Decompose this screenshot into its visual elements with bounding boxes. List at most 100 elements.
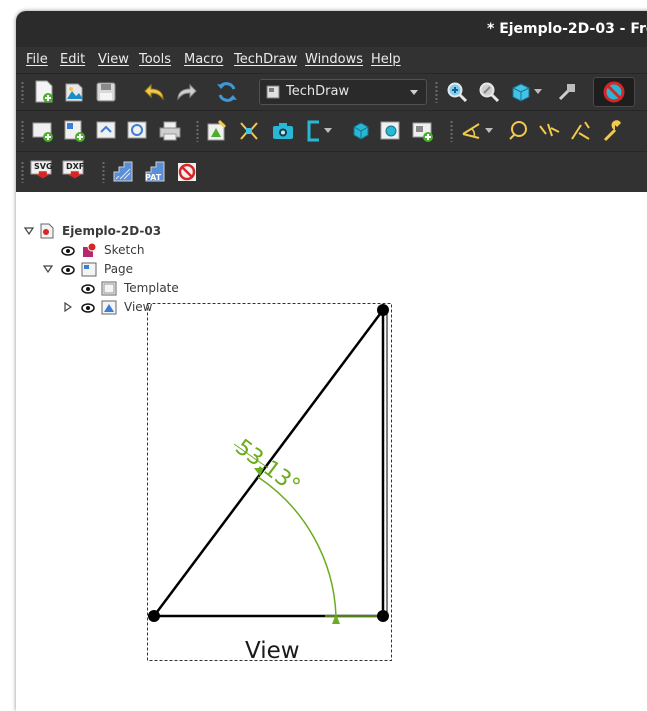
view-frame <box>147 303 392 661</box>
menu-edit[interactable]: Edit <box>60 52 86 67</box>
section-view-icon[interactable] <box>348 118 374 144</box>
tree-label-document: Ejemplo-2D-03 <box>62 224 162 238</box>
toolbar-grip[interactable] <box>21 161 24 183</box>
techdraw-workbench-icon <box>266 85 280 103</box>
menu-macro[interactable]: Macro <box>184 52 224 67</box>
print-icon[interactable] <box>157 118 183 144</box>
chevron-right-icon <box>64 302 72 312</box>
insert-spreadsheet-view-icon[interactable] <box>410 118 436 144</box>
dimension-angle-icon[interactable] <box>459 118 485 144</box>
chevron-down-icon[interactable] <box>483 118 495 144</box>
tree-label-template: Template <box>124 281 179 295</box>
zoom-fit-icon[interactable] <box>444 79 470 105</box>
toggle-frame-icon[interactable] <box>174 159 200 185</box>
toolbar-grip[interactable] <box>102 161 105 183</box>
tree-label-page: Page <box>104 262 134 276</box>
export-svg-icon[interactable]: SVG <box>30 159 56 185</box>
menu-windows[interactable]: Windows <box>305 52 364 67</box>
template-icon <box>101 281 117 296</box>
techdraw-page[interactable]: 53.13° View <box>16 192 647 711</box>
freecad-window: * Ejemplo-2D-03 - FreeC File Edit View T… <box>16 11 647 711</box>
insert-page-icon[interactable] <box>30 118 56 144</box>
tree-item-template[interactable]: Template <box>22 280 222 298</box>
drawing-area[interactable]: 53.13° View Ejemplo-2D-03 Sketch Page Te <box>16 192 647 711</box>
menu-help[interactable]: Help <box>371 52 401 67</box>
chevron-down-icon[interactable] <box>322 118 334 144</box>
toolbar-grip[interactable] <box>450 120 453 142</box>
redo-icon[interactable] <box>173 79 199 105</box>
chevron-down-icon <box>43 265 53 273</box>
export-svg-label: SVG <box>34 162 53 171</box>
toolbar-grip[interactable] <box>21 120 24 142</box>
chevron-down-icon[interactable] <box>532 79 544 105</box>
sketch-icon <box>83 242 97 257</box>
menu-bar: File Edit View Tools Macro TechDraw Wind… <box>16 47 647 73</box>
redraw-page-icon[interactable] <box>94 118 120 144</box>
refresh-icon[interactable] <box>214 79 240 105</box>
save-icon[interactable] <box>93 79 119 105</box>
menu-file[interactable]: File <box>26 52 48 67</box>
eye-icon <box>81 284 95 294</box>
vertex-point[interactable] <box>377 304 389 316</box>
undo-icon[interactable] <box>142 79 168 105</box>
tree-item-sketch[interactable]: Sketch <box>22 242 222 260</box>
print-all-icon[interactable] <box>125 118 151 144</box>
angle-extension-line <box>233 443 269 469</box>
angle-arrowhead <box>332 614 340 624</box>
view-icon <box>101 300 117 315</box>
eye-icon <box>61 246 75 256</box>
active-view-icon[interactable] <box>270 118 296 144</box>
workbench-selector[interactable]: TechDraw <box>259 79 427 105</box>
dimension-horizontal-icon[interactable] <box>536 118 562 144</box>
tree-item-page[interactable]: Page <box>22 261 222 279</box>
menu-techdraw[interactable]: TechDraw <box>234 52 298 67</box>
techdraw-pages-toolbar <box>16 110 647 151</box>
hatch-icon[interactable] <box>110 159 136 185</box>
menu-view[interactable]: View <box>98 52 129 67</box>
open-document-icon[interactable] <box>61 79 87 105</box>
angle-arrowhead <box>254 468 264 476</box>
vertex-point[interactable] <box>377 610 389 622</box>
insert-template-page-icon[interactable] <box>62 118 88 144</box>
wrench-icon[interactable] <box>600 118 626 144</box>
workbench-label: TechDraw <box>286 84 350 99</box>
view-cube-icon[interactable] <box>508 79 534 105</box>
eye-icon <box>81 303 95 313</box>
export-dxf-label: DXF <box>66 162 85 171</box>
tree-item-document[interactable]: Ejemplo-2D-03 <box>22 223 222 241</box>
detail-view-icon[interactable] <box>378 118 404 144</box>
dimension-radius-icon[interactable] <box>505 118 531 144</box>
chevron-down-icon <box>410 90 418 95</box>
main-toolbar: TechDraw <box>16 73 647 110</box>
insert-view-icon[interactable] <box>204 118 230 144</box>
geometric-hatch-icon[interactable]: PAT <box>142 159 168 185</box>
geometric-hatch-label: PAT <box>145 173 162 182</box>
toolbar-grip[interactable] <box>21 81 24 103</box>
eye-icon <box>61 265 75 275</box>
angle-dimension-text[interactable]: 53.13° <box>230 435 304 499</box>
toolbar-grip[interactable] <box>196 120 199 142</box>
window-title: * Ejemplo-2D-03 - FreeC <box>487 21 647 37</box>
angle-dimension-arc <box>257 476 337 617</box>
title-bar[interactable]: * Ejemplo-2D-03 - FreeC <box>16 11 647 47</box>
document-icon <box>40 223 54 239</box>
measure-icon[interactable] <box>554 79 580 105</box>
edge-hypotenuse <box>152 309 385 617</box>
dimension-vertical-icon[interactable] <box>568 118 594 144</box>
page-icon <box>81 262 97 277</box>
toolbar-grip[interactable] <box>435 81 438 103</box>
techdraw-export-toolbar: SVG DXF PAT <box>16 151 647 192</box>
vertex-point[interactable] <box>148 610 160 622</box>
tree-item-view[interactable]: View <box>22 299 222 317</box>
zoom-selection-icon[interactable] <box>476 79 502 105</box>
tree-label-sketch: Sketch <box>104 243 145 257</box>
no-selection-icon[interactable] <box>593 77 635 107</box>
clip-group-icon[interactable] <box>302 118 328 144</box>
chevron-down-icon <box>24 227 34 235</box>
menu-tools[interactable]: Tools <box>139 52 172 67</box>
export-dxf-icon[interactable]: DXF <box>62 159 88 185</box>
view-label: View <box>245 638 300 664</box>
projection-group-icon[interactable] <box>236 118 262 144</box>
tree-label-view: View <box>124 300 153 314</box>
new-document-icon[interactable] <box>31 79 57 105</box>
